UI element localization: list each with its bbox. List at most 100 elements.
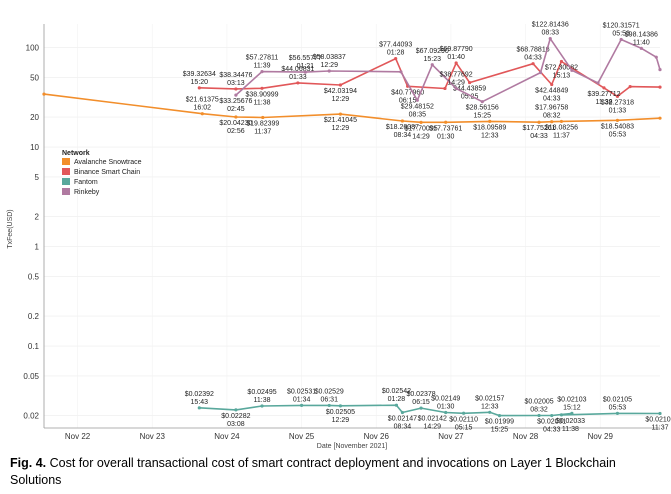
data-label-line: 08:34 [394, 424, 412, 431]
data-label-line: $29.48152 [401, 103, 434, 110]
data-label-line: 11:38 [254, 397, 271, 404]
data-label: $33.25676 02:45 [219, 98, 252, 113]
data-point [261, 115, 265, 120]
data-point [234, 408, 238, 412]
data-label-line: 16:02 [194, 105, 212, 112]
y-tick-label: 0.05 [23, 372, 39, 381]
data-label: $28.56156 15:25 [466, 105, 499, 120]
data-point [234, 93, 238, 97]
data-label: $0.02529 06:31 [315, 388, 344, 403]
data-point [415, 98, 419, 102]
x-axis-ticks: Nov 22 Nov 23 Nov 24 Nov 25 Nov 26 Nov 27 Nov … [65, 432, 614, 441]
data-label-line: 12:33 [481, 132, 499, 139]
data-point [488, 410, 492, 414]
data-point [596, 81, 600, 85]
data-label: $0.02542 01:28 [382, 388, 411, 403]
legend: Network Avalanche Snowtrace Binance Smart… [62, 150, 142, 196]
data-label-line: 15:25 [491, 427, 509, 434]
data-label-line: $0.02142 [418, 416, 447, 423]
data-label-line: $39.32634 [183, 71, 216, 78]
data-point [619, 37, 623, 42]
data-label-line: $38.77692 [440, 71, 473, 78]
data-label-line: 01:21 [297, 63, 315, 70]
data-point [300, 403, 304, 407]
data-point [497, 413, 502, 418]
data-point [260, 404, 264, 408]
data-point [658, 411, 662, 416]
data-label-line: 12:33 [481, 403, 499, 410]
data-point [338, 112, 343, 116]
data-label: $68.78816 04:33 [517, 47, 550, 62]
data-label-line: $58.03837 [313, 54, 346, 61]
data-point [531, 62, 535, 66]
data-point [559, 119, 564, 124]
y-axis-ticks: 100 50 20 10 5 2 1 0.5 0.2 0.1 0.05 0.02 [23, 44, 39, 421]
data-label: $0.02001 04:33 [537, 419, 566, 434]
data-label-line: 01:33 [609, 107, 627, 114]
data-point [303, 70, 307, 74]
data-label-line: 01:28 [388, 396, 406, 403]
data-label-line: 01:28 [387, 50, 405, 57]
data-label-line: 15:20 [191, 79, 209, 86]
data-label: $58.03837 12:29 [313, 54, 346, 69]
data-label-line: 02:56 [227, 128, 245, 135]
series-1: $39.32634 15:20$38.34476 03:13$38.90999 11:… [183, 42, 662, 114]
data-label-line: $0.02542 [382, 388, 411, 395]
data-point [462, 411, 466, 415]
data-label-line: 05:53 [609, 404, 627, 411]
y-tick-label: 1 [35, 243, 40, 252]
data-point [327, 69, 331, 73]
data-label-line: $72.30082 [545, 65, 578, 72]
data-label-line: $67.09290 [416, 48, 449, 55]
data-label-line: $0.02100 [645, 416, 671, 423]
data-label-line: $42.44849 [535, 88, 568, 95]
data-point [42, 92, 46, 96]
data-label-line: $18.08256 [545, 124, 578, 131]
caption-label: Fig. 4. [10, 456, 47, 470]
data-label: $18.08256 11:37 [545, 124, 578, 139]
data-label: $32.27318 01:33 [601, 99, 634, 114]
data-point [550, 120, 554, 124]
data-label-line: 04:33 [543, 96, 561, 103]
data-label: $18.09589 12:33 [473, 124, 506, 139]
data-label-line: $21.41045 [324, 117, 357, 124]
data-label: $29.48152 08:35 [401, 103, 434, 118]
data-label: $18.26087 08:34 [386, 124, 419, 139]
x-tick-label: Nov 28 [513, 432, 539, 441]
data-point [444, 410, 448, 415]
data-point [260, 69, 264, 74]
series-3: $33.25676 02:45$57.27811 11:39$56.55777 01:… [219, 22, 662, 120]
y-tick-label: 20 [30, 113, 39, 122]
data-label: $0.02105 05:53 [603, 396, 632, 411]
data-label-line: $0.02392 [185, 391, 214, 398]
data-label-line: 08:32 [530, 406, 548, 413]
data-label-line: 11:38 [254, 99, 271, 106]
data-label-line: 11:38 [562, 426, 579, 433]
data-label-line: 06:15 [412, 399, 430, 406]
data-point [602, 86, 606, 90]
data-label-line: 02:45 [227, 106, 245, 113]
data-point [550, 413, 554, 418]
x-axis-label: Date [November 2021] [317, 443, 387, 450]
legend-entry: Avalanche Snowtrace [74, 159, 142, 166]
data-point [234, 87, 238, 91]
data-label: $56.55777 01:21 [289, 55, 322, 70]
data-label: $72.30082 15:13 [545, 65, 578, 80]
y-tick-label: 50 [30, 73, 39, 82]
data-label-line: 06:31 [320, 396, 338, 403]
data-label: $0.02531 01:34 [287, 388, 316, 403]
data-label: $0.02505 12:29 [326, 409, 355, 424]
data-point [548, 37, 552, 41]
data-label-line: $38.90999 [245, 91, 278, 98]
data-label-line: 08:35 [409, 111, 427, 118]
legend-swatch [62, 168, 70, 175]
data-label: $44.06831 01:33 [281, 66, 314, 81]
data-label-line: $17.75261 [522, 125, 555, 132]
x-tick-label: Nov 22 [65, 432, 91, 441]
data-label: $42.03194 12:29 [324, 88, 357, 103]
data-label-line: $0.02378 [406, 391, 435, 398]
data-label: $17.96758 08:32 [535, 105, 568, 120]
data-label-line: $44.06831 [281, 66, 314, 73]
y-tick-label: 100 [26, 44, 40, 53]
data-label-line: $122.81436 [532, 22, 569, 29]
